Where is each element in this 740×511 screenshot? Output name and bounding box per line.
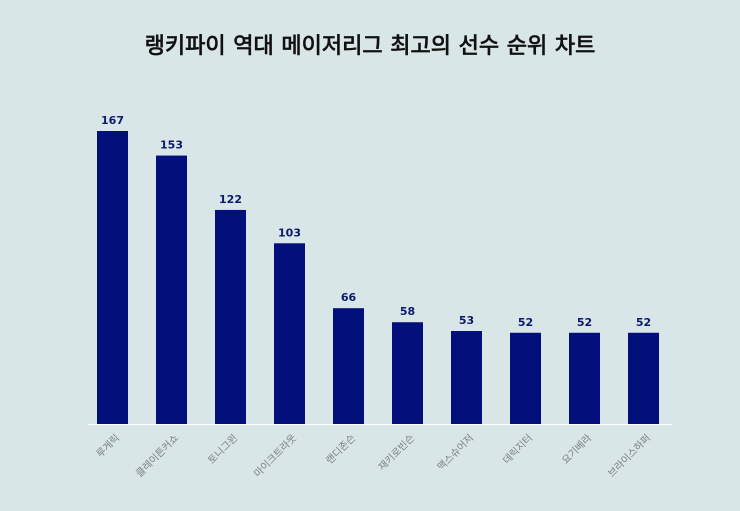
bar-7 xyxy=(451,331,482,424)
x-tick-label-3: 토니그윈 xyxy=(206,432,241,467)
bar-1 xyxy=(97,131,128,424)
x-tick-labels-group: 루게릭 클레이튼커쇼 토니그윈 마이크트라웃 랜디존슨 재키로빈슨 맥스슈어저 데릭지터 요기베… xyxy=(94,431,653,479)
x-tick-label-7: 맥스슈어저 xyxy=(435,432,476,473)
bars-group xyxy=(97,131,659,425)
bar-5 xyxy=(333,308,364,424)
value-label-8: 52 xyxy=(518,316,533,329)
bar-6 xyxy=(392,322,423,424)
value-label-10: 52 xyxy=(636,316,651,329)
x-tick-label-8: 데릭지터 xyxy=(501,432,536,467)
value-label-9: 52 xyxy=(577,316,592,329)
x-tick-label-9: 요기베라 xyxy=(560,432,595,467)
x-tick-label-10: 브라이스하퍼 xyxy=(605,431,653,479)
x-tick-label-6: 재키로빈슨 xyxy=(376,432,417,473)
bar-9 xyxy=(569,332,600,424)
bar-2 xyxy=(156,155,187,425)
chart-title: 랭키파이 역대 메이저리그 최고의 선수 순위 차트 xyxy=(144,34,596,59)
value-label-7: 53 xyxy=(459,314,474,327)
x-tick-label-4: 마이크트라웃 xyxy=(252,432,300,480)
bar-3 xyxy=(215,209,246,424)
value-label-6: 58 xyxy=(400,305,415,318)
x-tick-label-2: 클레이튼커쇼 xyxy=(134,432,182,480)
value-label-5: 66 xyxy=(341,291,357,304)
bar-4 xyxy=(274,243,305,424)
bar-10 xyxy=(628,332,659,424)
bar-8 xyxy=(510,332,541,424)
value-labels-group: 167 153 122 103 66 58 53 52 52 52 xyxy=(101,114,651,329)
value-label-2: 153 xyxy=(160,139,183,152)
value-label-3: 122 xyxy=(219,193,242,206)
x-tick-label-1: 루게릭 xyxy=(94,432,122,460)
value-label-4: 103 xyxy=(278,226,301,239)
value-label-1: 167 xyxy=(101,114,124,127)
x-tick-label-5: 랜디존슨 xyxy=(324,432,359,467)
